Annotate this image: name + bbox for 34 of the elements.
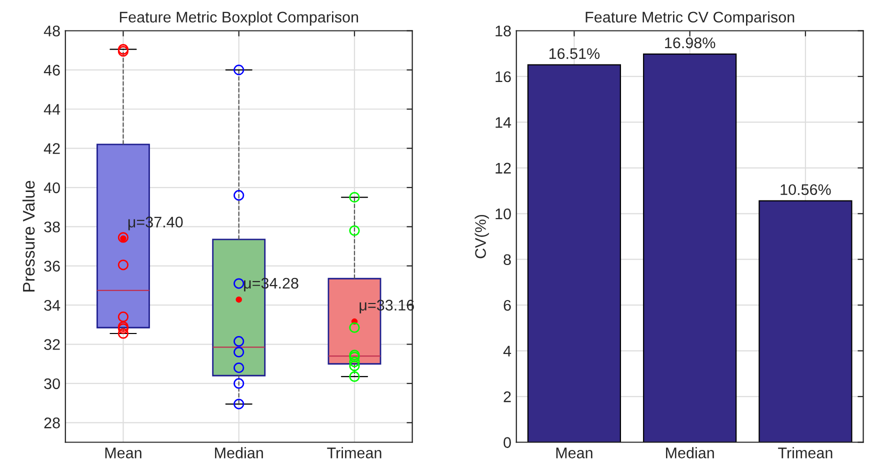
x-tick-label: Median <box>666 447 714 458</box>
data-label: 10.56% <box>780 184 831 196</box>
y-tick-label: 4 <box>503 346 512 356</box>
y-tick-label: 36 <box>44 260 60 272</box>
y-tick-label: 28 <box>44 418 60 428</box>
y-tick-label: 38 <box>44 222 60 232</box>
y-tick-label: 18 <box>496 26 511 36</box>
y-tick-label: 2 <box>504 391 511 402</box>
y-tick-label: 44 <box>44 104 60 115</box>
data-label: 16.51% <box>549 48 600 60</box>
y-tick-label: 40 <box>44 182 60 194</box>
y-tick-label: 34 <box>44 300 60 311</box>
y-axis-title: Pressure Value <box>22 180 35 292</box>
y-tick-label: 10 <box>496 208 511 220</box>
y-tick-label: 14 <box>496 117 512 128</box>
y-tick-label: 8 <box>504 254 511 266</box>
y-axis-title: CV(%) <box>474 214 489 258</box>
y-tick-label: 16 <box>496 71 511 82</box>
y-tick-label: 30 <box>44 378 60 390</box>
y-tick-label: 12 <box>496 162 511 174</box>
x-tick-label: Mean <box>556 448 592 458</box>
y-tick-label: 0 <box>504 437 511 448</box>
data-label: 16.98% <box>665 37 716 48</box>
chart-title: Feature Metric Boxplot Comparison <box>120 11 358 26</box>
y-tick-label: 46 <box>44 64 60 76</box>
y-tick-label: 6 <box>504 300 511 311</box>
chart-title: Feature Metric CV Comparison <box>586 11 794 26</box>
y-tick-label: 32 <box>44 339 60 350</box>
x-tick-label: Mean <box>105 448 142 458</box>
y-tick-label: 48 <box>44 26 60 36</box>
x-tick-label: Trimean <box>778 447 832 458</box>
y-tick-label: 42 <box>44 143 60 154</box>
x-tick-label: Trimean <box>327 447 382 458</box>
x-tick-label: Median <box>215 447 263 458</box>
